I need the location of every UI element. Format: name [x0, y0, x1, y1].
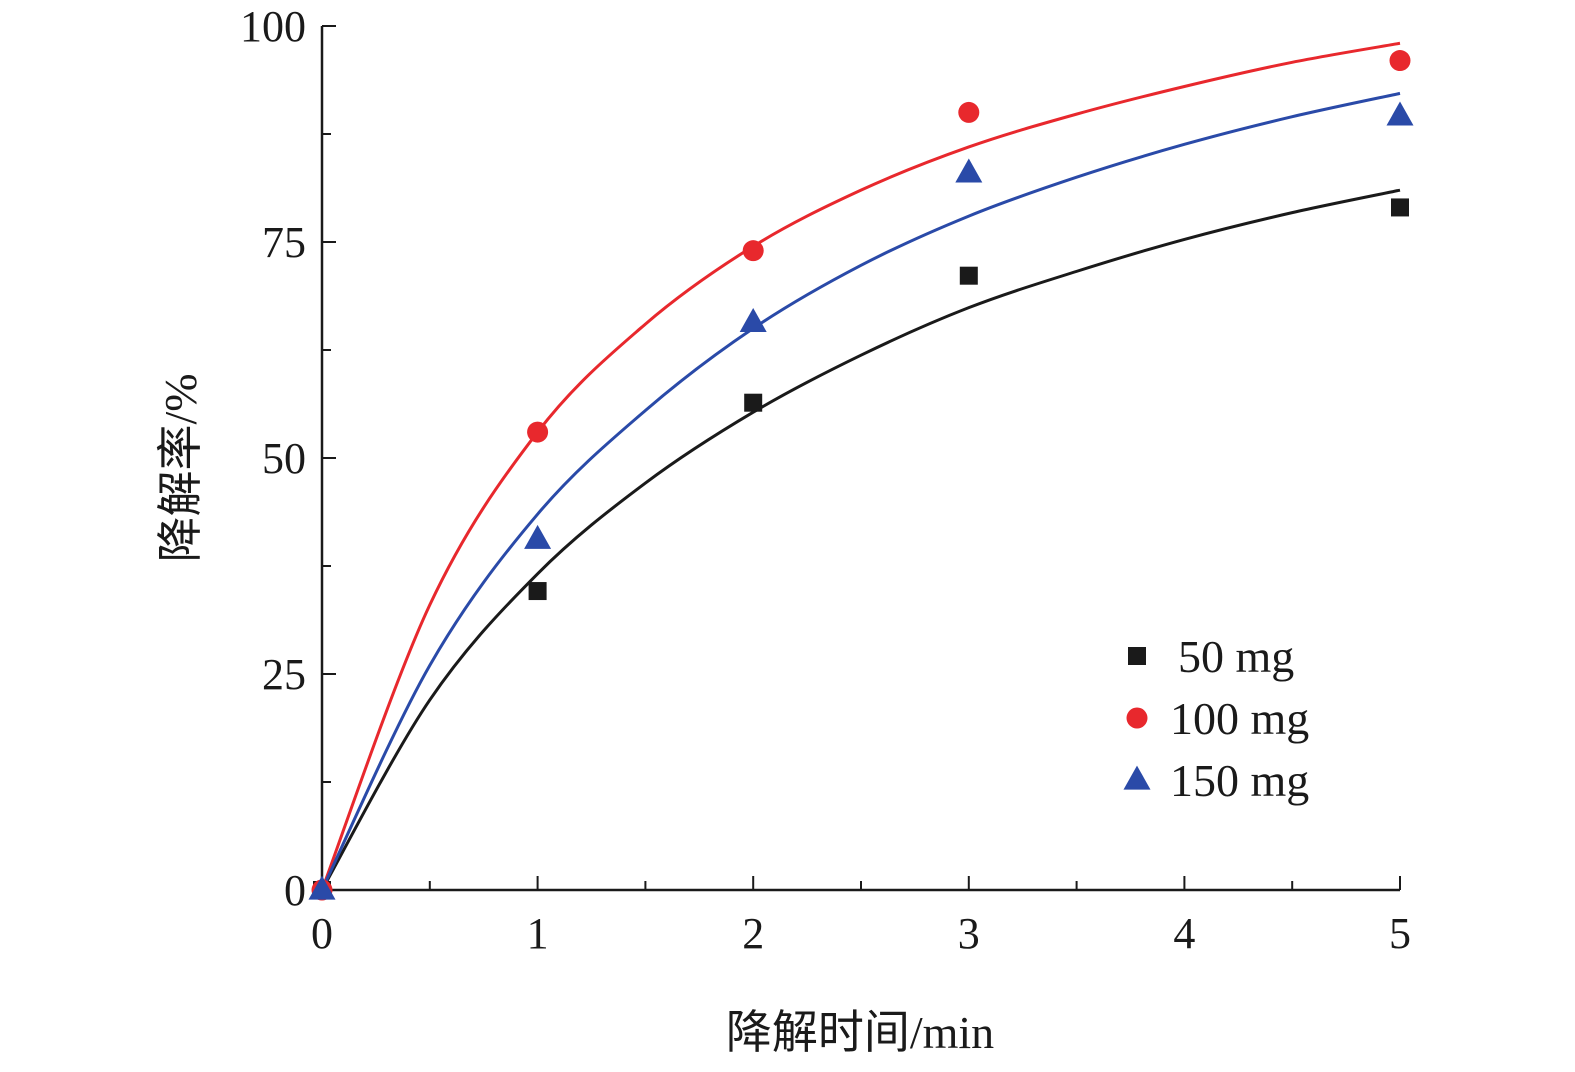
- legend-label-150-mg: 150 mg: [1170, 755, 1309, 806]
- x-axis-title: 降解时间/min: [726, 1007, 994, 1058]
- data-point-150-mg: [308, 875, 336, 900]
- fit-curves: [320, 41, 1401, 891]
- legend: 50 mg 100 mg 150 mg: [1123, 631, 1309, 806]
- legend-marker-150-mg: [1123, 765, 1151, 790]
- x-tick-label: 5: [1389, 909, 1411, 958]
- data-point-100-mg: [958, 101, 980, 123]
- y-tick-label: 0: [284, 866, 306, 915]
- y-tick-label: 50: [262, 434, 306, 483]
- data-point-150-mg: [1386, 101, 1414, 126]
- fit-curve-150-mg: [320, 91, 1401, 891]
- data-point-50-mg: [744, 393, 763, 412]
- x-tick-label: 4: [1173, 909, 1195, 958]
- fit-curve-100-mg: [320, 41, 1401, 891]
- data-point-150-mg: [955, 158, 983, 183]
- data-point-50-mg: [1391, 198, 1409, 217]
- data-point-100-mg: [527, 421, 549, 443]
- data-points: [308, 50, 1414, 901]
- x-tick-label: 0: [311, 909, 333, 958]
- data-point-100-mg: [1389, 50, 1411, 72]
- y-axis-title: 降解率/%: [155, 373, 206, 562]
- legend-label-100-mg: 100 mg: [1170, 693, 1309, 744]
- x-tick-label: 2: [742, 909, 764, 958]
- legend-marker-50-mg: [1128, 647, 1146, 665]
- y-tick-label: 75: [262, 218, 306, 267]
- x-tick-label: 1: [527, 909, 549, 958]
- data-point-50-mg: [528, 582, 547, 601]
- legend-label-50-mg: 50 mg: [1178, 631, 1294, 682]
- x-tick-label: 3: [958, 909, 980, 958]
- legend-marker-100-mg: [1126, 707, 1148, 729]
- data-point-150-mg: [524, 524, 552, 549]
- data-point-50-mg: [959, 266, 978, 285]
- fit-curve-50-mg: [320, 188, 1401, 891]
- y-tick-label: 25: [262, 650, 306, 699]
- data-point-100-mg: [742, 240, 764, 262]
- data-point-150-mg: [739, 307, 767, 332]
- y-tick-label: 100: [240, 2, 306, 51]
